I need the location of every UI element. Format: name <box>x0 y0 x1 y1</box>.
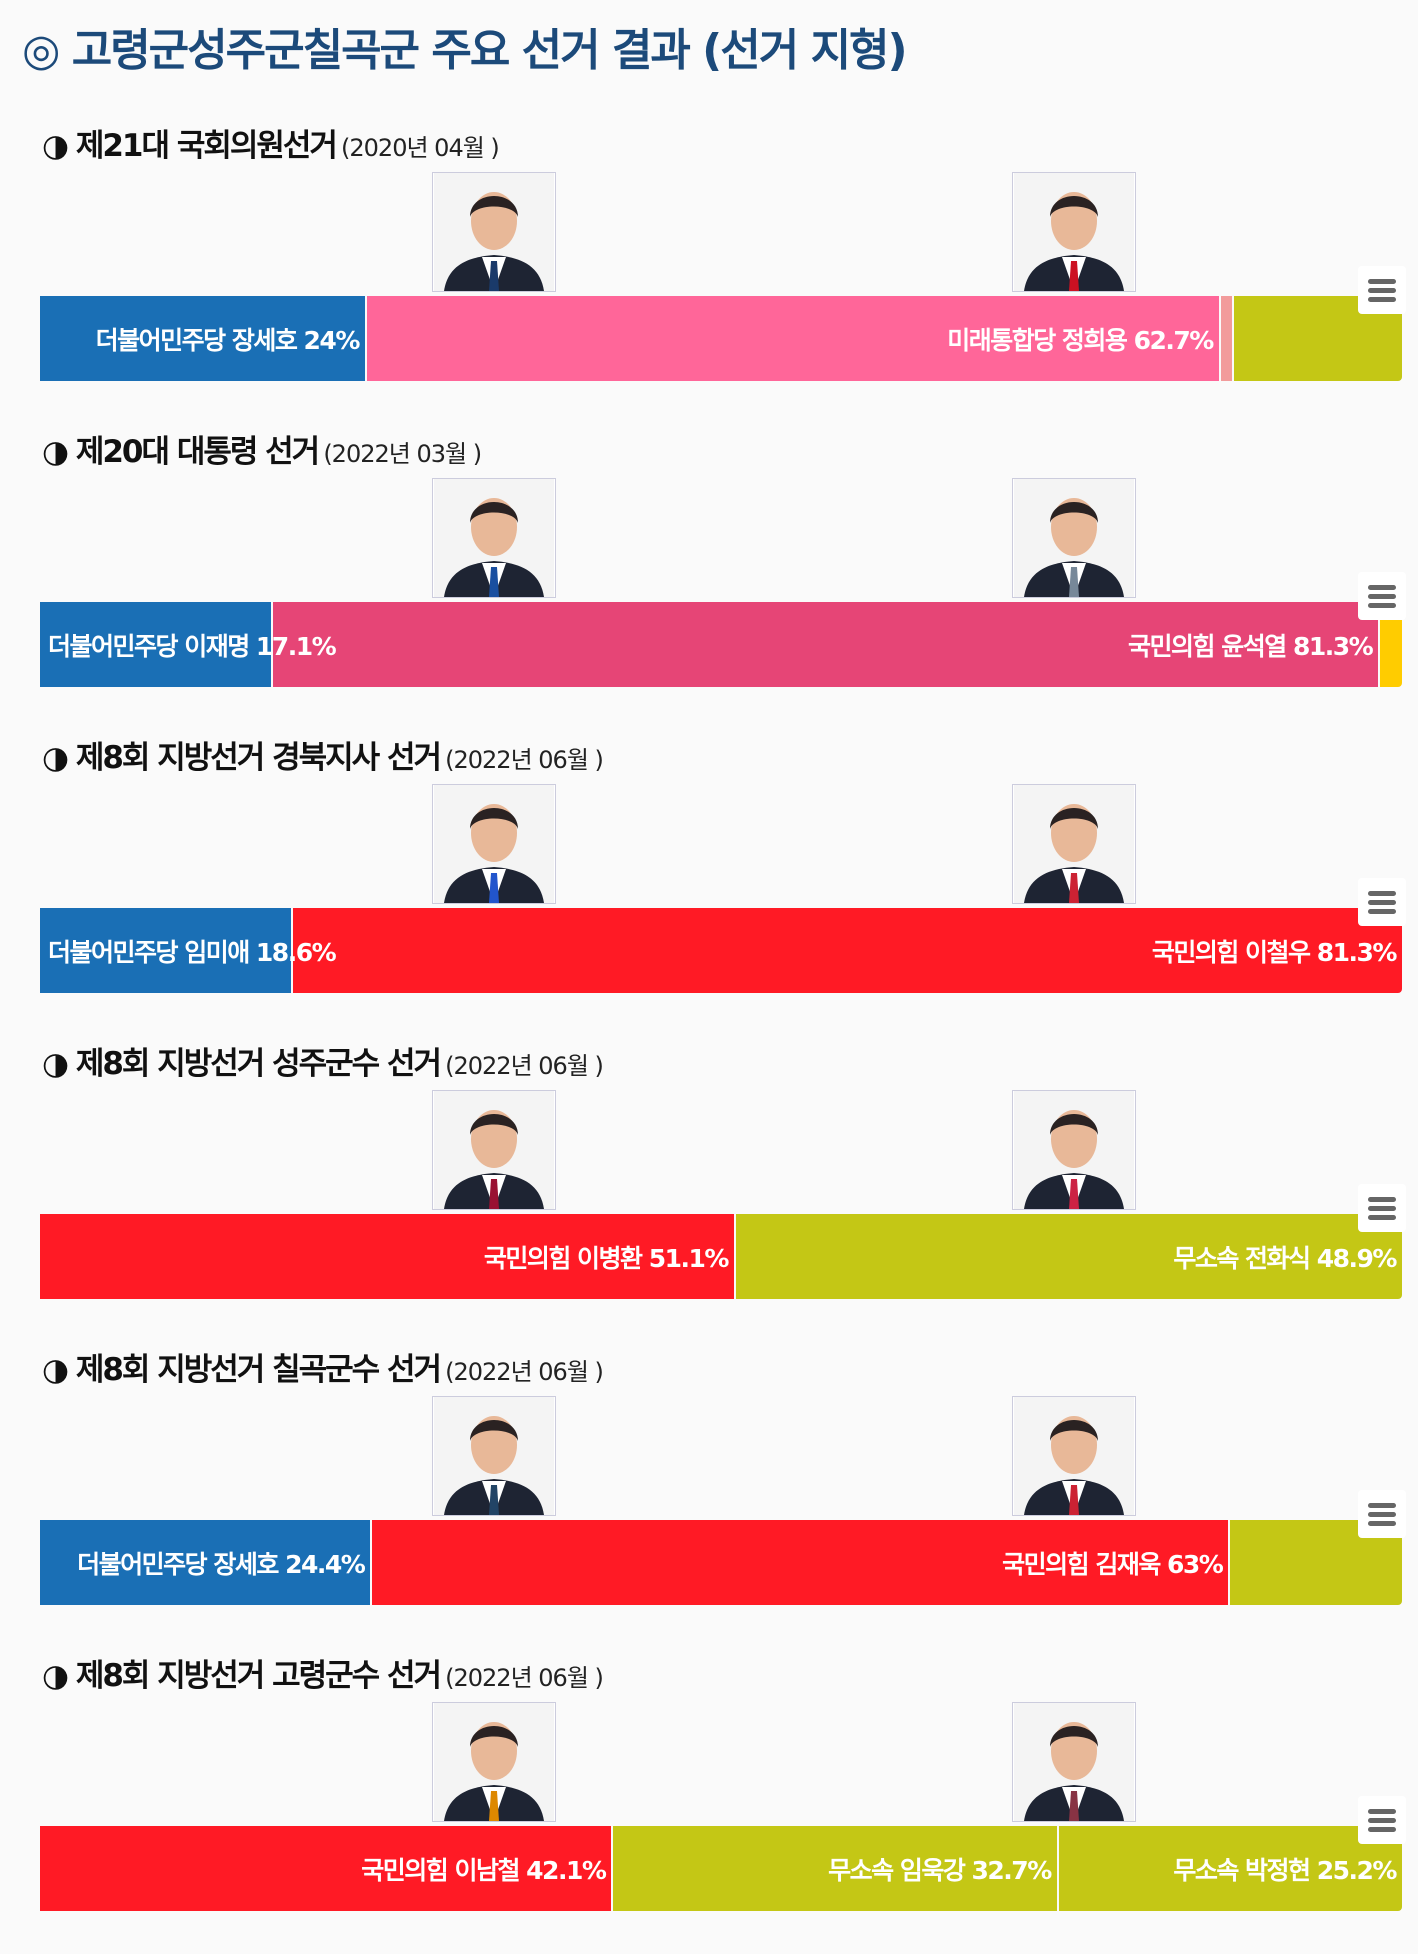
bar-segment[interactable] <box>1220 296 1235 381</box>
election-name: ◑ 제20대 대통령 선거 <box>42 434 320 470</box>
chart-menu-button[interactable] <box>1358 1796 1406 1844</box>
segment-label: 국민의힘 김재욱 63% <box>1002 1549 1224 1579</box>
segment-label: 더불어민주당 장세호 24% <box>95 325 361 355</box>
candidate-photo <box>432 1090 556 1210</box>
result-bar: 더불어민주당 장세호 24.4% 국민의힘 김재욱 63% <box>40 1520 1402 1605</box>
candidate-photo <box>432 1396 556 1516</box>
chart-menu-button[interactable] <box>1358 878 1406 926</box>
segment-label: 더불어민주당 임미애 18.6% <box>48 937 337 967</box>
chart-menu-button[interactable] <box>1358 1490 1406 1538</box>
segment-label: 국민의힘 윤석열 81.3% <box>1128 631 1374 661</box>
election-section: ◑ 제21대 국회의원선거 (2020년 04월 ) 더불어민주당 장세호 24… <box>0 118 1418 424</box>
candidate-photo <box>1012 1090 1136 1210</box>
candidate-photo <box>1012 784 1136 904</box>
election-name: ◑ 제8회 지방선거 칠곡군수 선거 <box>42 1352 442 1388</box>
election-date: (2022년 03월 ) <box>323 440 482 468</box>
bar-segment[interactable]: 더불어민주당 장세호 24.4% <box>40 1520 373 1605</box>
bar-segment[interactable]: 국민의힘 이병환 51.1% <box>40 1214 736 1299</box>
election-section: ◑ 제8회 지방선거 경북지사 선거 (2022년 06월 ) 더불어민주당 임… <box>0 730 1418 1036</box>
chart-menu-button[interactable] <box>1358 1184 1406 1232</box>
election-date: (2022년 06월 ) <box>445 1358 604 1386</box>
election-section: ◑ 제20대 대통령 선거 (2022년 03월 ) 더불어민주당 이재명 17… <box>0 424 1418 730</box>
section-heading: ◑ 제8회 지방선거 칠곡군수 선거 (2022년 06월 ) <box>42 1344 604 1389</box>
bar-segment[interactable]: 더불어민주당 이재명 17.1% <box>40 602 337 687</box>
bar-segment[interactable]: 국민의힘 김재욱 63% <box>372 1520 1231 1605</box>
segment-label: 국민의힘 이철우 81.3% <box>1151 937 1398 967</box>
chart-menu-button[interactable] <box>1358 572 1406 620</box>
bar-segment[interactable] <box>1380 602 1402 687</box>
election-name: ◑ 제8회 지방선거 경북지사 선거 <box>42 740 442 776</box>
election-date: (2022년 06월 ) <box>445 746 604 774</box>
segment-label: 무소속 박정현 25.2% <box>1173 1855 1397 1885</box>
candidate-photo <box>432 1702 556 1822</box>
candidate-photo <box>1012 1396 1136 1516</box>
candidate-photo <box>1012 172 1136 292</box>
candidate-photo <box>1012 1702 1136 1822</box>
result-bar: 국민의힘 이남철 42.1% 무소속 임욱강 32.7% 무소속 박정현 25.2% <box>40 1826 1402 1911</box>
election-section: ◑ 제8회 지방선거 성주군수 선거 (2022년 06월 ) 국민의힘 이병환… <box>0 1036 1418 1342</box>
election-name: ◑ 제21대 국회의원선거 <box>42 128 338 164</box>
segment-label: 더불어민주당 장세호 24.4% <box>77 1549 366 1579</box>
election-section: ◑ 제8회 지방선거 고령군수 선거 (2022년 06월 ) 국민의힘 이남철… <box>0 1648 1418 1954</box>
hamburger-icon <box>1368 1196 1396 1202</box>
bar-segment[interactable]: 무소속 박정현 25.2% <box>1058 1826 1402 1911</box>
page-title: ◎ 고령군성주군칠곡군 주요 선거 결과 (선거 지형) <box>22 25 908 76</box>
bar-segment[interactable]: 더불어민주당 임미애 18.6% <box>40 908 337 993</box>
bar-segment[interactable]: 국민의힘 이남철 42.1% <box>40 1826 614 1911</box>
candidate-photo <box>1012 478 1136 598</box>
section-heading: ◑ 제8회 지방선거 경북지사 선거 (2022년 06월 ) <box>42 732 604 777</box>
hamburger-icon <box>1368 890 1396 896</box>
hamburger-icon <box>1368 1808 1396 1814</box>
bar-segment[interactable]: 미래통합당 정희용 62.7% <box>366 296 1221 381</box>
election-date: (2022년 06월 ) <box>445 1052 604 1080</box>
result-bar: 국민의힘 이병환 51.1% 무소속 전화식 48.9% <box>40 1214 1402 1299</box>
bar-segment[interactable]: 국민의힘 이철우 81.3% <box>293 908 1402 993</box>
segment-label: 무소속 전화식 48.9% <box>1173 1243 1397 1273</box>
segment-label: 더불어민주당 이재명 17.1% <box>48 631 337 661</box>
section-heading: ◑ 제8회 지방선거 고령군수 선거 (2022년 06월 ) <box>42 1650 604 1695</box>
hamburger-icon <box>1368 1502 1396 1508</box>
election-section: ◑ 제8회 지방선거 칠곡군수 선거 (2022년 06월 ) 더불어민주당 장… <box>0 1342 1418 1648</box>
candidate-photo <box>432 478 556 598</box>
candidate-photo <box>432 172 556 292</box>
election-name: ◑ 제8회 지방선거 고령군수 선거 <box>42 1658 442 1694</box>
election-date: (2020년 04월 ) <box>341 134 500 162</box>
bar-segment[interactable]: 더불어민주당 장세호 24% <box>40 296 367 381</box>
election-name: ◑ 제8회 지방선거 성주군수 선거 <box>42 1046 442 1082</box>
segment-label: 미래통합당 정희용 62.7% <box>947 325 1214 355</box>
hamburger-icon <box>1368 278 1396 284</box>
result-bar: 더불어민주당 장세호 24% 미래통합당 정희용 62.7% <box>40 296 1402 381</box>
result-bar: 더불어민주당 임미애 18.6% 국민의힘 이철우 81.3% <box>40 908 1402 993</box>
hamburger-icon <box>1368 584 1396 590</box>
section-heading: ◑ 제21대 국회의원선거 (2020년 04월 ) <box>42 120 500 165</box>
bar-segment[interactable]: 국민의힘 윤석열 81.3% <box>272 602 1381 687</box>
chart-menu-button[interactable] <box>1358 266 1406 314</box>
election-date: (2022년 06월 ) <box>445 1664 604 1692</box>
bar-segment[interactable]: 무소속 전화식 48.9% <box>735 1214 1402 1299</box>
candidate-photo <box>432 784 556 904</box>
segment-label: 무소속 임욱강 32.7% <box>828 1855 1052 1885</box>
segment-label: 국민의힘 이병환 51.1% <box>483 1243 730 1273</box>
segment-label: 국민의힘 이남철 42.1% <box>361 1855 607 1885</box>
section-heading: ◑ 제20대 대통령 선거 (2022년 03월 ) <box>42 426 482 471</box>
bar-segment[interactable]: 무소속 임욱강 32.7% <box>613 1826 1059 1911</box>
result-bar: 더불어민주당 이재명 17.1% 국민의힘 윤석열 81.3% <box>40 602 1402 687</box>
section-heading: ◑ 제8회 지방선거 성주군수 선거 (2022년 06월 ) <box>42 1038 604 1083</box>
